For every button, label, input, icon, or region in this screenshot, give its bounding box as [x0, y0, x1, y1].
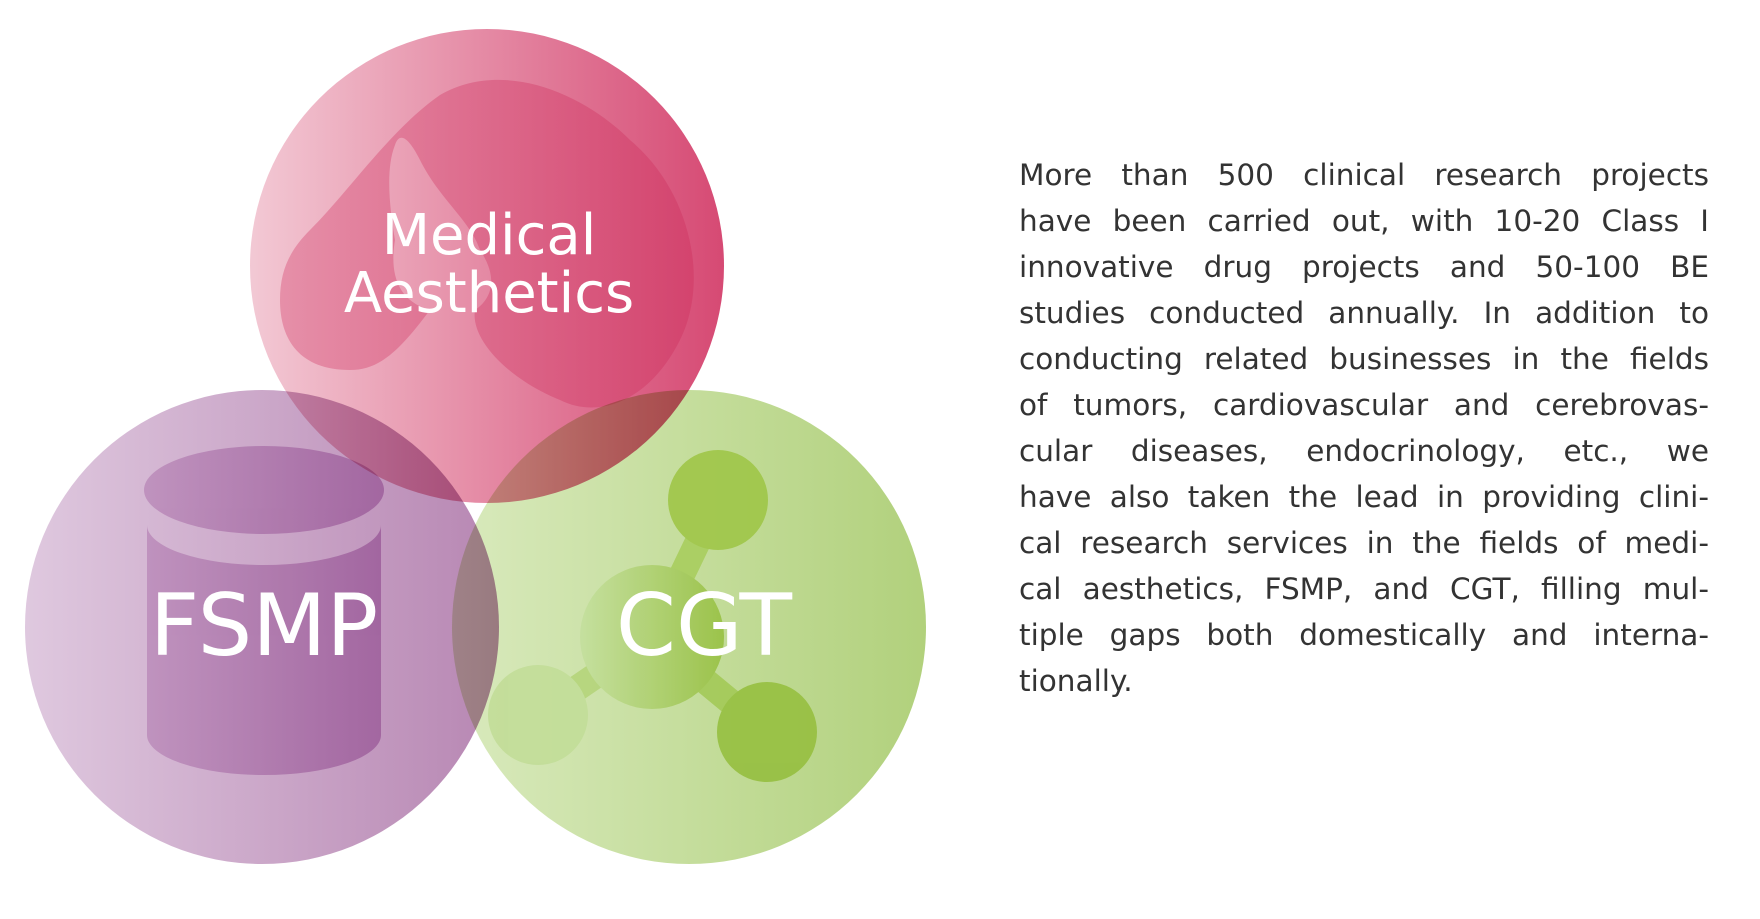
description-line: cal aesthetics, FSMP, and CGT, filling m…	[1019, 572, 1709, 606]
circle-label: Medical	[382, 203, 597, 268]
circle-medical-aesthetics: Medical Aesthetics	[250, 29, 724, 503]
can-cylinder-icon	[144, 446, 384, 775]
circle-label: FSMP	[150, 576, 379, 676]
description-paragraph: More than 500 clinical research projects…	[1019, 152, 1709, 704]
description-line: conducting related businesses in the fie…	[1019, 342, 1709, 376]
description-line: have been carried out, with 10-20 Class …	[1019, 204, 1709, 238]
description-line: studies conducted annually. In addition …	[1019, 296, 1709, 330]
description-line: More than 500 clinical research projects	[1019, 158, 1709, 192]
face-profile-icon	[280, 79, 694, 408]
circle-label: CGT	[616, 576, 793, 676]
description-line: innovative drug projects and 50-100 BE	[1019, 250, 1709, 284]
description-line: of tumors, cardiovascular and cerebrovas…	[1019, 388, 1709, 422]
description-line: cular diseases, endocrinology, etc., we	[1019, 434, 1709, 468]
circle-fsmp: FSMP	[25, 390, 499, 864]
circle-label: Aesthetics	[344, 261, 634, 326]
circle-cgt: CGT	[452, 390, 926, 864]
description-line: have also taken the lead in providing cl…	[1019, 480, 1709, 514]
description-line: cal research services in the fields of m…	[1019, 526, 1709, 560]
description-line: tionally.	[1019, 664, 1133, 698]
description-line: tiple gaps both domestically and interna…	[1019, 618, 1709, 652]
molecule-icon	[488, 450, 817, 782]
